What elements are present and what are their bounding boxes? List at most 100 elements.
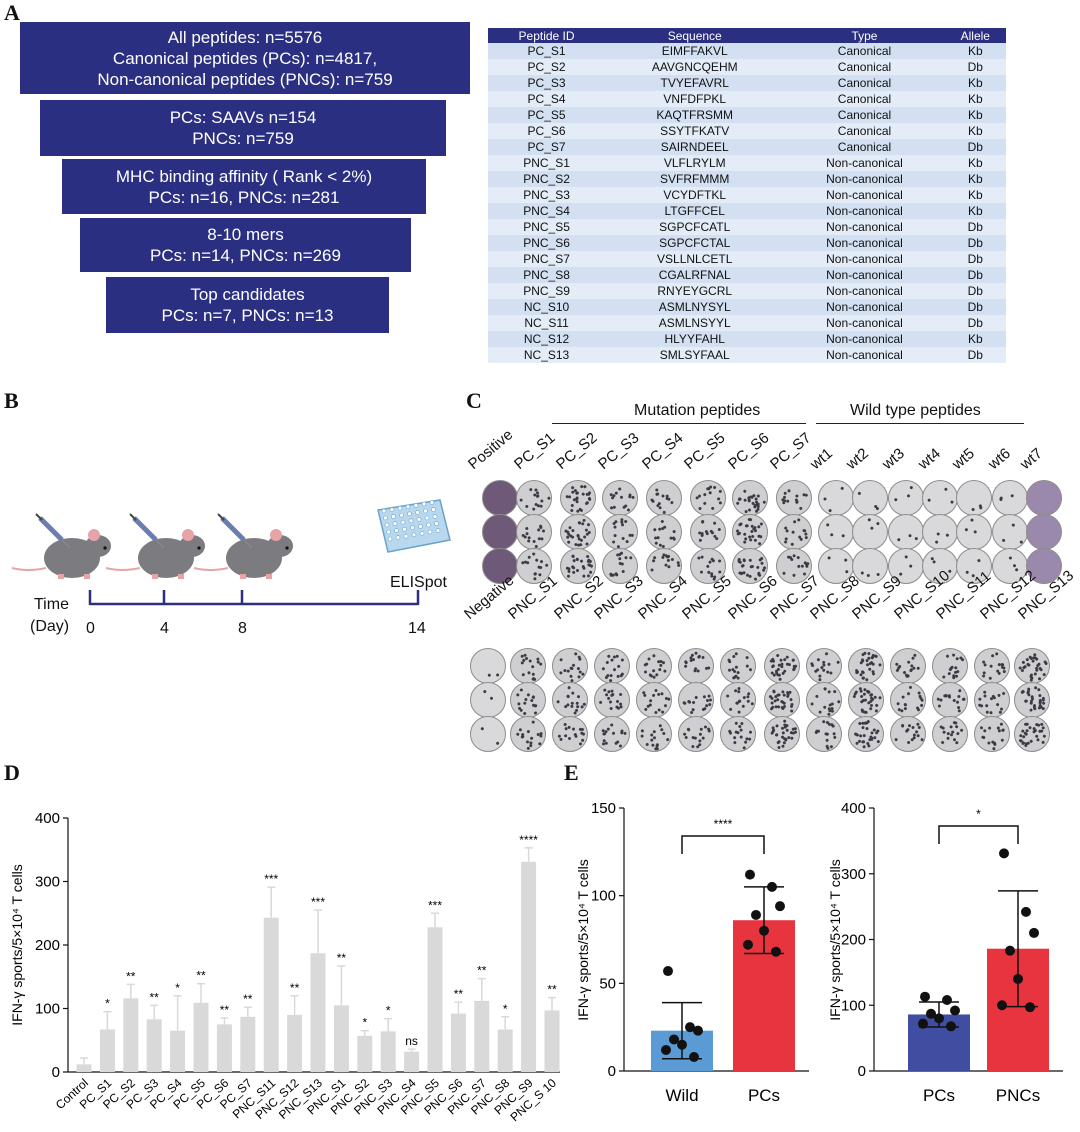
well-label-top: PC_S7	[767, 429, 815, 473]
elispot-well	[974, 682, 1010, 718]
funnel-step-line: PCs: SAAVs n=154	[169, 108, 317, 127]
elispot-well	[888, 514, 924, 550]
table-cell: PNC_S8	[488, 267, 606, 283]
table-cell: Canonical	[784, 75, 945, 91]
significance-label: *	[175, 981, 180, 995]
elispot-well	[516, 480, 552, 516]
table-cell: Db	[944, 251, 1006, 267]
bar	[521, 861, 537, 1072]
bar	[170, 1030, 186, 1072]
table-cell: Db	[944, 347, 1006, 363]
table-header: Allele	[944, 28, 1006, 43]
data-point	[685, 1022, 695, 1033]
data-point	[751, 909, 761, 920]
significance-label: ****	[714, 817, 733, 831]
elispot-well	[974, 716, 1010, 752]
significance-label: **	[150, 990, 160, 1004]
table-cell: Non-canonical	[784, 235, 945, 251]
data-point	[997, 1000, 1007, 1011]
y-tick-label: 300	[841, 866, 866, 883]
funnel-step-line: All peptides: n=5576	[167, 27, 323, 47]
table-cell: Non-canonical	[784, 315, 945, 331]
data-point	[942, 994, 952, 1005]
elispot-well	[594, 716, 630, 752]
elispot-well	[848, 648, 884, 684]
table-cell: PNC_S5	[488, 219, 606, 235]
elispot-label: ELISpot	[390, 574, 447, 591]
day-tick-0: 0	[86, 620, 95, 637]
table-cell: PC_S1	[488, 43, 606, 59]
y-tick-label: 50	[599, 975, 616, 992]
table-cell: Non-canonical	[784, 219, 945, 235]
elispot-well	[818, 548, 854, 584]
elispot-well	[594, 682, 630, 718]
elispot-well	[1026, 480, 1062, 516]
y-tick-label: 0	[608, 1063, 616, 1080]
table-cell: KAQTFRSMM	[605, 107, 785, 123]
elispot-well	[516, 548, 552, 584]
mouse-icon	[11, 513, 111, 579]
mutation-bracket	[552, 423, 806, 424]
data-point	[771, 946, 781, 957]
elispot-well	[732, 480, 768, 516]
significance-label: **	[454, 987, 464, 1001]
panel-label-e: E	[564, 760, 579, 785]
bar	[450, 1013, 466, 1072]
bar	[497, 1029, 513, 1072]
elispot-well	[516, 514, 552, 550]
table-cell: Non-canonical	[784, 283, 945, 299]
table-cell: PC_S2	[488, 59, 606, 75]
y-axis-label: IFN-γ sports/5×10⁴ T cells	[827, 859, 843, 1021]
table-cell: PC_S3	[488, 75, 606, 91]
elispot-well	[1014, 682, 1050, 718]
table-cell: PC_S6	[488, 123, 606, 139]
well-label-top: wt3	[879, 444, 908, 473]
table-cell: PC_S4	[488, 91, 606, 107]
elispot-well	[646, 480, 682, 516]
elispot-well	[552, 716, 588, 752]
table-cell: Db	[944, 299, 1006, 315]
table-cell: SAIRNDEEL	[605, 139, 785, 155]
significance-bracket	[938, 825, 1019, 844]
table-header: Peptide ID	[488, 28, 606, 43]
table-row: PNC_S6 SGPCFCTAL Non-canonical Db	[488, 235, 1006, 251]
bar	[380, 1031, 396, 1072]
well-label-top: wt6	[985, 444, 1014, 473]
table-cell: NC_S11	[488, 315, 606, 331]
bar	[357, 1035, 373, 1072]
funnel-step-line: Canonical peptides (PCs): n=4817,	[112, 48, 378, 68]
funnel-step-line: PCs: n=7, PNCs: n=13	[161, 306, 334, 325]
elispot-well	[636, 716, 672, 752]
table-cell: NC_S12	[488, 331, 606, 347]
well-label-top: PC_S2	[553, 429, 601, 473]
elispot-well	[720, 682, 756, 718]
table-cell: Db	[944, 59, 1006, 75]
table-row: PC_S7 SAIRNDEEL Canonical Db	[488, 139, 1006, 155]
elispot-well	[678, 648, 714, 684]
significance-label: ns	[405, 1034, 418, 1048]
table-cell: Canonical	[784, 91, 945, 107]
elispot-well	[776, 514, 812, 550]
y-tick-label: 0	[858, 1063, 866, 1080]
panel-label-b: B	[4, 388, 19, 413]
elispot-well	[560, 514, 596, 550]
mouse-icon	[193, 513, 293, 579]
table-cell: NC_S10	[488, 299, 606, 315]
data-point	[926, 1008, 936, 1019]
elispot-well	[594, 648, 630, 684]
significance-label: ***	[311, 895, 325, 909]
elispot-well	[1026, 514, 1062, 550]
y-tick-label: 150	[591, 800, 616, 817]
elispot-well	[720, 716, 756, 752]
table-cell: Kb	[944, 43, 1006, 59]
table-cell: LTGFFCEL	[605, 203, 785, 219]
table-row: PNC_S9 RNYEYGCRL Non-canonical Db	[488, 283, 1006, 299]
table-row: PC_S2 AAVGNCQEHM Canonical Db	[488, 59, 1006, 75]
elispot-well	[1026, 548, 1062, 584]
data-point	[946, 1021, 956, 1032]
wildtype-bracket	[816, 423, 1024, 424]
time-label: Time	[34, 596, 69, 613]
funnel-step-3: MHC binding affinity ( Rank < 2%) PCs: n=…	[62, 159, 426, 214]
data-point	[934, 1013, 944, 1024]
